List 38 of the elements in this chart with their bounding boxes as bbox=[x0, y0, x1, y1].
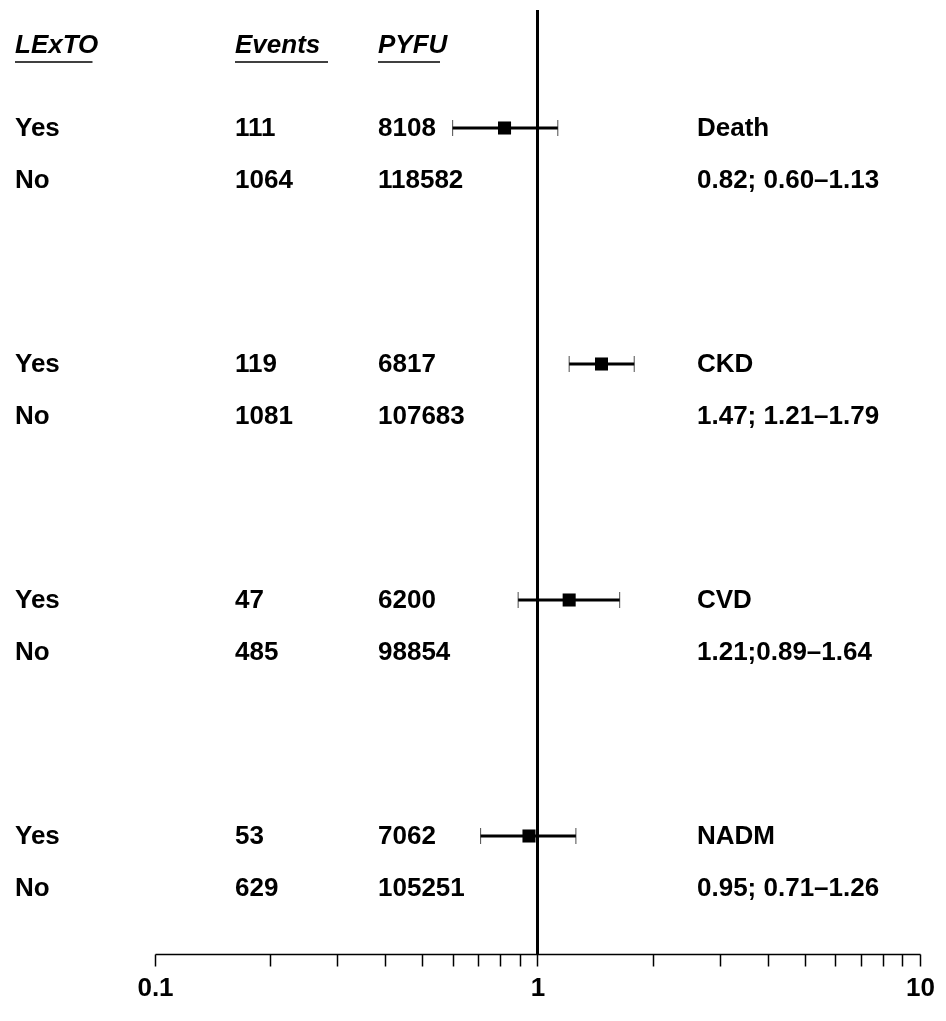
annotation: PYFU bbox=[378, 29, 449, 59]
x-tick-label: 1 bbox=[530, 971, 546, 1002]
text: Yes bbox=[15, 348, 60, 378]
text: No bbox=[15, 636, 50, 666]
annotation: 1064 bbox=[235, 164, 294, 194]
text: No bbox=[15, 400, 50, 430]
text: No bbox=[15, 872, 50, 902]
text: Yes bbox=[15, 820, 60, 850]
annotation: 105251 bbox=[378, 872, 465, 902]
annotation: 119 bbox=[235, 348, 277, 378]
annotation: 1.21;0.89–1.64 bbox=[697, 636, 873, 666]
annotation: Events bbox=[235, 29, 321, 59]
annotation: 0.82; 0.60–1.13 bbox=[697, 164, 880, 194]
y-tick-label: NADM bbox=[697, 820, 775, 850]
text: Yes bbox=[15, 584, 60, 614]
y-tick-label: CKD bbox=[697, 348, 754, 378]
text: Yes bbox=[15, 112, 60, 142]
annotation: 118582 bbox=[378, 164, 464, 194]
annotation: 0.95; 0.71–1.26 bbox=[697, 872, 880, 902]
x-tick-label: 10 bbox=[906, 971, 935, 1002]
text: LExTO bbox=[15, 29, 99, 59]
annotation: 1.47; 1.21–1.79 bbox=[697, 400, 880, 430]
y-tick-label: Death bbox=[697, 112, 770, 142]
annotation: 1081 bbox=[235, 400, 293, 430]
annotation: 111 bbox=[235, 112, 276, 142]
annotation: 107683 bbox=[378, 400, 465, 430]
annotation: 485 bbox=[235, 636, 279, 666]
annotation: 6200 bbox=[378, 584, 436, 614]
annotation: 53 bbox=[235, 820, 264, 850]
x-tick-label: 0.1 bbox=[137, 971, 174, 1002]
annotation: 7062 bbox=[378, 820, 436, 850]
annotation: 98854 bbox=[378, 636, 451, 666]
annotation: 629 bbox=[235, 872, 279, 902]
annotation: 47 bbox=[235, 584, 264, 614]
y-tick-label: CVD bbox=[697, 584, 752, 614]
annotation: 8108 bbox=[378, 112, 436, 142]
text: No bbox=[15, 164, 50, 194]
annotation: 6817 bbox=[378, 348, 436, 378]
